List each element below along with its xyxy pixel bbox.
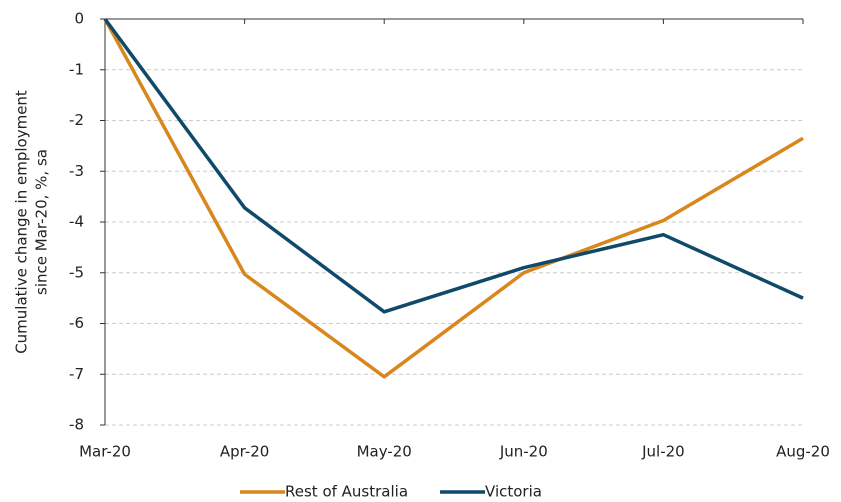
y-tick-label: -8 xyxy=(69,416,84,434)
legend-label: Victoria xyxy=(485,483,542,501)
y-tick-label: -7 xyxy=(69,365,84,383)
x-tick-label: Jun-20 xyxy=(499,443,548,461)
y-tick-label: -1 xyxy=(69,60,84,78)
y-tick-label: 0 xyxy=(74,10,84,28)
x-tick-label: Aug-20 xyxy=(776,443,830,461)
line-series xyxy=(103,18,804,379)
x-tick-label: Jul-20 xyxy=(641,443,685,461)
y-tick-label: -6 xyxy=(69,314,84,332)
y-axis-label-line: since Mar-20, %, sa xyxy=(33,149,51,295)
x-tick-label: May-20 xyxy=(357,443,412,461)
y-tick-label: -4 xyxy=(69,213,84,231)
y-axis-label-line: Cumulative change in employment xyxy=(13,90,31,354)
legend-label: Rest of Australia xyxy=(285,483,408,501)
y-axis-label: Cumulative change in employment since Ma… xyxy=(13,90,51,354)
y-tick-label: -2 xyxy=(69,111,84,129)
x-tick-label: Apr-20 xyxy=(220,443,270,461)
y-tick-label: -3 xyxy=(69,162,84,180)
x-tick-label: Mar-20 xyxy=(79,443,131,461)
y-tick-label: -5 xyxy=(69,263,84,281)
line-series xyxy=(103,17,804,314)
